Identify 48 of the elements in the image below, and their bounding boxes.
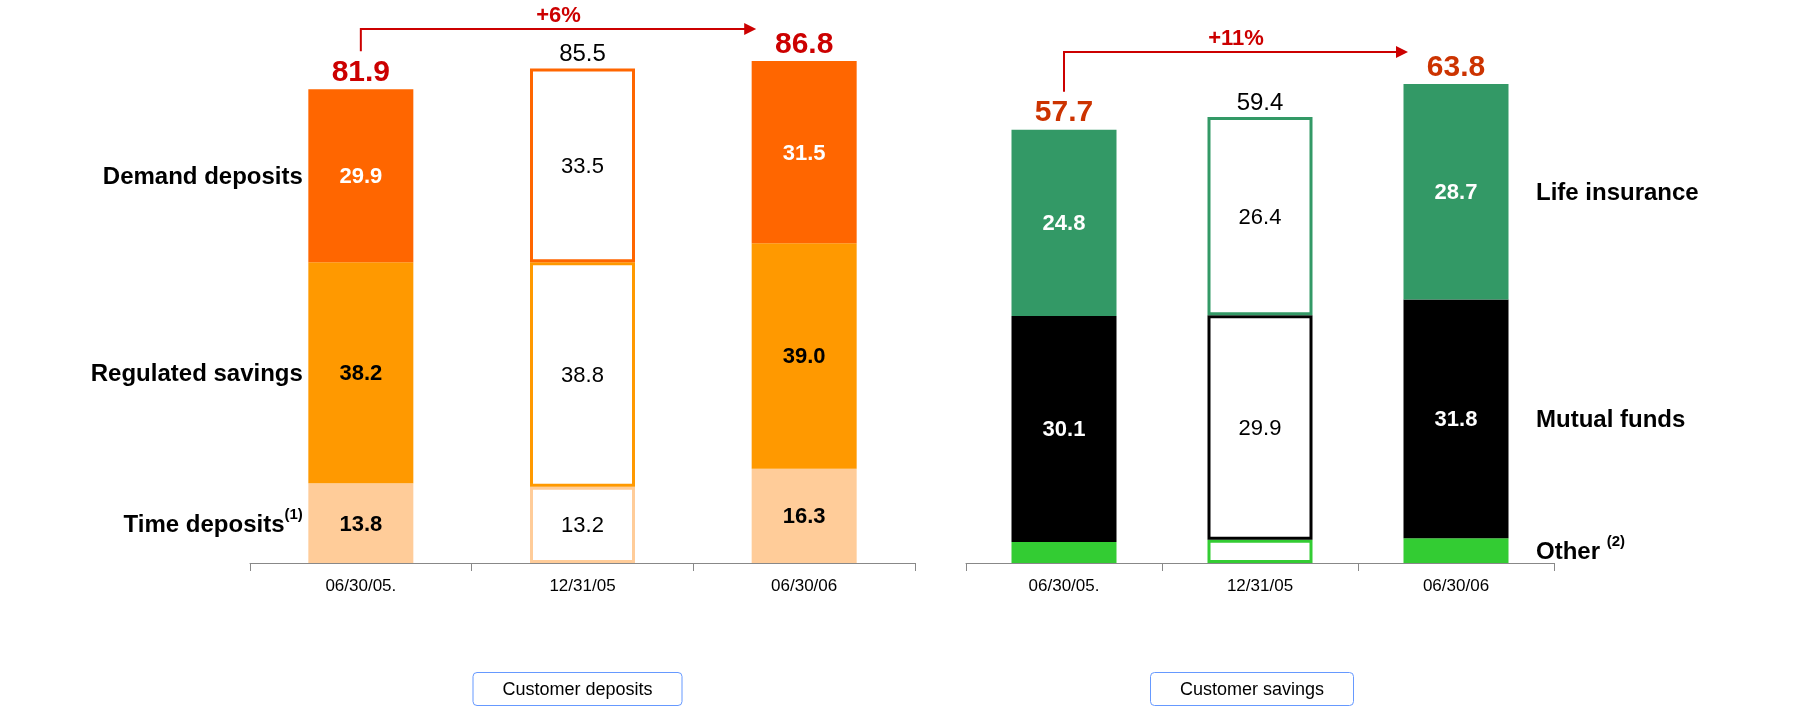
bar <box>751 61 857 244</box>
data-label: 29.9 <box>1238 414 1282 440</box>
data-label: 13.2 <box>561 512 604 538</box>
data-label: 26.4 <box>1238 203 1282 229</box>
bar <box>1403 538 1509 563</box>
total-label: 81.9 <box>331 53 391 87</box>
x-tick-label: 06/30/06 <box>1422 576 1490 595</box>
series-label: Other (2) <box>1536 532 1626 565</box>
total-label: 59.4 <box>1236 87 1284 115</box>
series-label: Regulated savings <box>90 359 303 387</box>
data-label: 28.7 <box>1434 179 1478 205</box>
x-tick-label: 12/31/05 <box>1226 576 1294 595</box>
series-label: Demand deposits <box>102 162 303 190</box>
x-tick-label: 06/30/05. <box>325 576 397 595</box>
bar <box>1403 299 1509 539</box>
data-label: 29.9 <box>339 163 383 189</box>
data-label: 31.5 <box>782 139 826 165</box>
bar <box>1011 315 1117 542</box>
data-label: 24.8 <box>1042 210 1086 236</box>
bar <box>1011 541 1117 563</box>
data-label: 33.5 <box>561 152 604 178</box>
total-label: 63.8 <box>1426 48 1486 82</box>
x-tick-label: 12/31/05 <box>549 576 616 595</box>
x-tick-label: 06/30/05. <box>1028 576 1100 595</box>
bar <box>751 243 857 469</box>
bar <box>1011 129 1117 316</box>
data-label: 13.8 <box>339 510 383 536</box>
data-label: 31.8 <box>1434 406 1478 432</box>
x-tick-label: 06/30/06 <box>771 576 838 595</box>
series-label: Mutual funds <box>1536 405 1686 433</box>
bar <box>308 483 414 563</box>
bar <box>308 262 414 484</box>
total-label: 85.5 <box>559 39 606 67</box>
data-label: 38.2 <box>339 360 383 386</box>
text: +11% <box>1208 24 1264 50</box>
bar <box>751 468 857 563</box>
text: +6% <box>536 1 581 27</box>
total-label: 86.8 <box>774 25 834 59</box>
text: Customer deposits <box>502 679 653 699</box>
text: Customer savings <box>1180 679 1325 699</box>
data-label: 16.3 <box>782 503 826 529</box>
series-label: Life insurance <box>1536 178 1699 206</box>
data-label: 39.0 <box>782 343 826 369</box>
bar <box>308 89 414 263</box>
bar <box>1403 84 1509 300</box>
data-label: 30.1 <box>1042 416 1086 442</box>
data-label: 38.8 <box>561 361 604 387</box>
total-label: 57.7 <box>1034 94 1094 128</box>
